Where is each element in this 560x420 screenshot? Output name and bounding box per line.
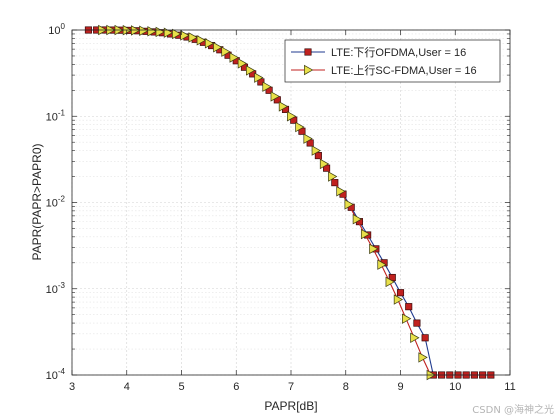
series-2-point (139, 25, 149, 36)
series-2-point (147, 26, 157, 37)
x-tick-label: 3 (69, 381, 75, 393)
minor-grid (72, 33, 510, 350)
series-2-point (204, 38, 215, 49)
series-2-point (319, 158, 330, 170)
series-2-point (221, 46, 231, 57)
series-1-point (331, 179, 339, 187)
x-tick-label: 7 (288, 381, 294, 393)
series-2-point (360, 228, 371, 240)
series-2-point (245, 65, 256, 76)
series-2-point (295, 121, 305, 133)
y-tick-label: 10-4 (46, 367, 66, 382)
series-1-point (421, 334, 429, 342)
series-2-point (410, 332, 420, 343)
y-tick-labels: 100 10-1 10-2 10-3 10-4 (46, 22, 66, 382)
series-2-point (418, 352, 428, 363)
series-2-point (270, 91, 280, 102)
x-tick-label: 6 (233, 381, 239, 393)
series-2-point (172, 28, 182, 40)
x-tick-label: 11 (504, 381, 515, 393)
legend-marker-2 (304, 64, 314, 76)
series-2-point (237, 58, 248, 69)
legend-entry-2: LTE:上行SC-FDMA,User = 16 (291, 64, 477, 77)
series-1-point (396, 289, 405, 297)
series-2-point (188, 32, 198, 43)
tick-marks (71, 29, 511, 376)
x-tick-label: 5 (178, 381, 184, 393)
x-tick-labels: 3 4 5 6 7 8 9 10 11 (69, 381, 516, 393)
series-2-point (287, 111, 297, 122)
series-2-point (180, 30, 190, 41)
legend-marker-1 (304, 48, 312, 56)
series-2-point (229, 52, 239, 63)
y-axis-label: PAPR(PAPR>PAPR0) (30, 143, 44, 260)
series-2-point (336, 186, 346, 197)
series-2-point (393, 294, 404, 305)
series-2-point (196, 35, 206, 46)
y-tick-label: 10-2 (46, 195, 66, 210)
series-2-point (352, 214, 363, 225)
series-2-point (369, 243, 379, 255)
x-tick-label: 9 (397, 381, 403, 393)
x-tick-label: 4 (124, 381, 130, 393)
legend-label-1: LTE:下行OFDMA,User = 16 (331, 46, 466, 59)
series-2-point (344, 199, 354, 210)
series-2-point (402, 313, 412, 324)
series-2-point (278, 101, 289, 112)
x-axis-label: PAPR[dB] (264, 399, 317, 413)
x-tick-label: 8 (343, 381, 349, 393)
legend-label-2: LTE:上行SC-FDMA,User = 16 (331, 64, 477, 77)
legend-box (284, 39, 501, 83)
series-1-point (413, 319, 421, 327)
legend-entry-1: LTE:下行OFDMA,User = 16 (291, 46, 466, 59)
series-2-point (377, 259, 387, 270)
series-2-point (328, 171, 338, 182)
y-tick-label: 10-1 (46, 108, 66, 123)
series-1-point (405, 303, 413, 311)
series-2-point (262, 81, 272, 92)
series-2-point (213, 42, 223, 53)
series-2-point (311, 145, 321, 156)
series-2-point (303, 133, 313, 144)
watermark: CSDN @海神之光 (472, 405, 554, 416)
series-2-point (385, 276, 395, 288)
series-2-point (254, 72, 264, 83)
series-2-point (163, 27, 174, 38)
y-tick-label: 10-3 (46, 281, 66, 296)
y-tick-label: 100 (48, 22, 65, 37)
x-tick-label: 10 (449, 381, 461, 393)
legend: LTE:下行OFDMA,User = 16 LTE:上行SC-FDMA,User … (284, 39, 501, 83)
